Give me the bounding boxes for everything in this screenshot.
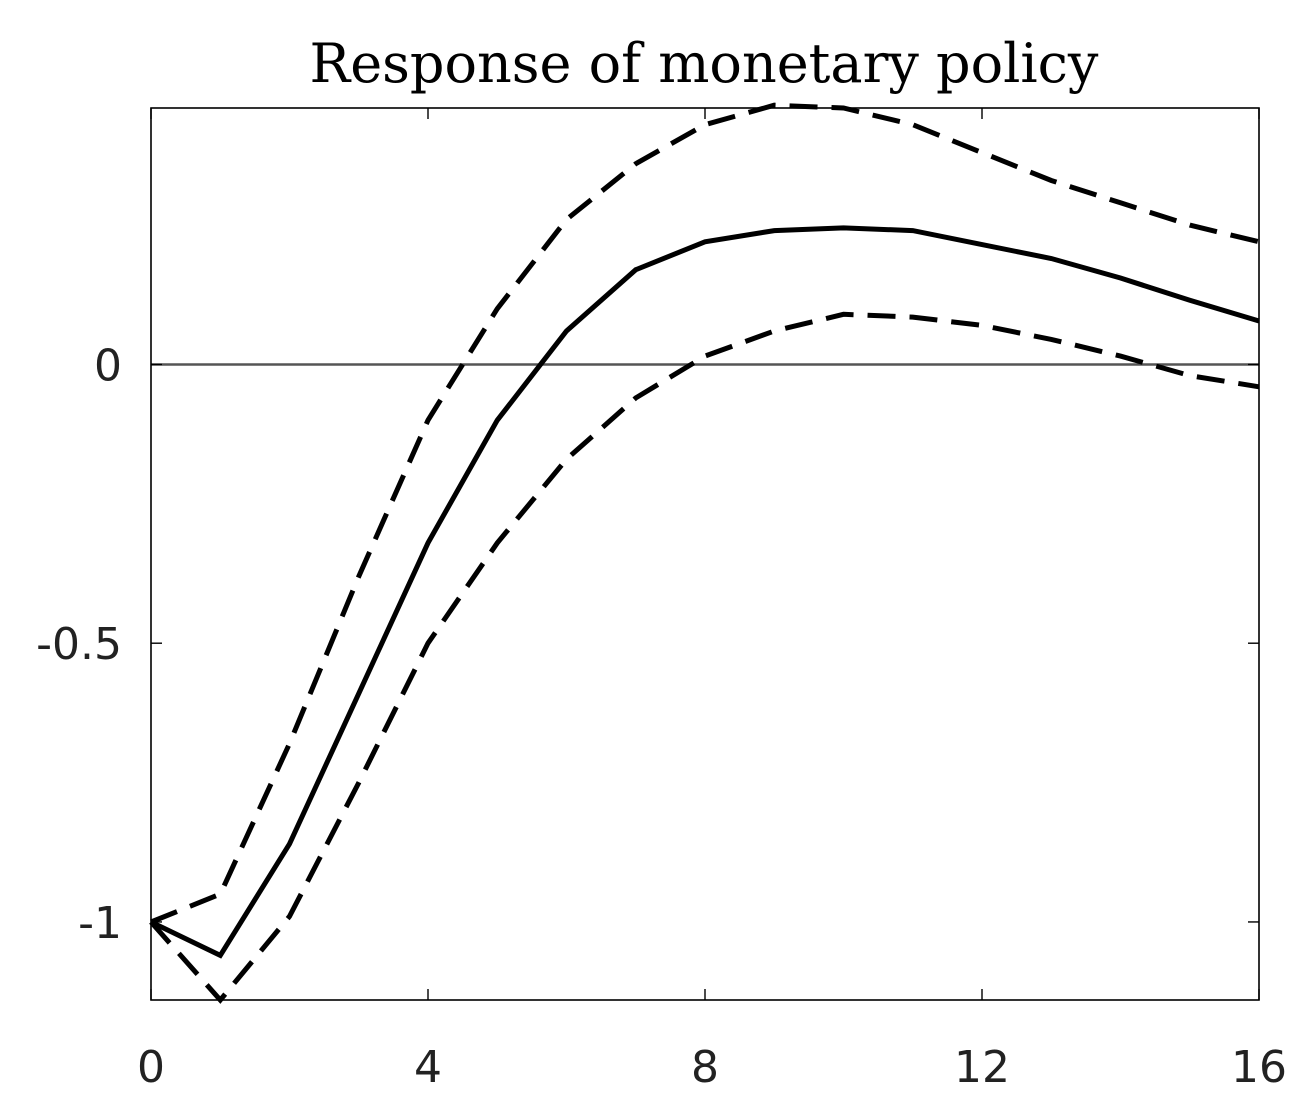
series-line-0-solid <box>149 225 1260 959</box>
axis-ticks: 0 4 8 12 16 -1 -0.5 0 <box>36 108 1287 1093</box>
series-layer <box>149 102 1260 1004</box>
y-tick-label: -1 <box>78 898 122 949</box>
x-tick-label: 8 <box>691 1042 719 1093</box>
y-tick-label: 0 <box>94 340 122 391</box>
x-tick-label: 4 <box>414 1042 442 1093</box>
series-line-2-dashed <box>149 311 1260 1004</box>
series-line-1-dashed <box>150 102 1260 925</box>
chart-title: Response of monetary policy <box>310 32 1099 95</box>
x-tick-label: 12 <box>954 1042 1010 1093</box>
x-tick-label: 16 <box>1231 1042 1287 1093</box>
y-tick-label: -0.5 <box>36 619 122 670</box>
x-tick-label: 0 <box>137 1042 165 1093</box>
